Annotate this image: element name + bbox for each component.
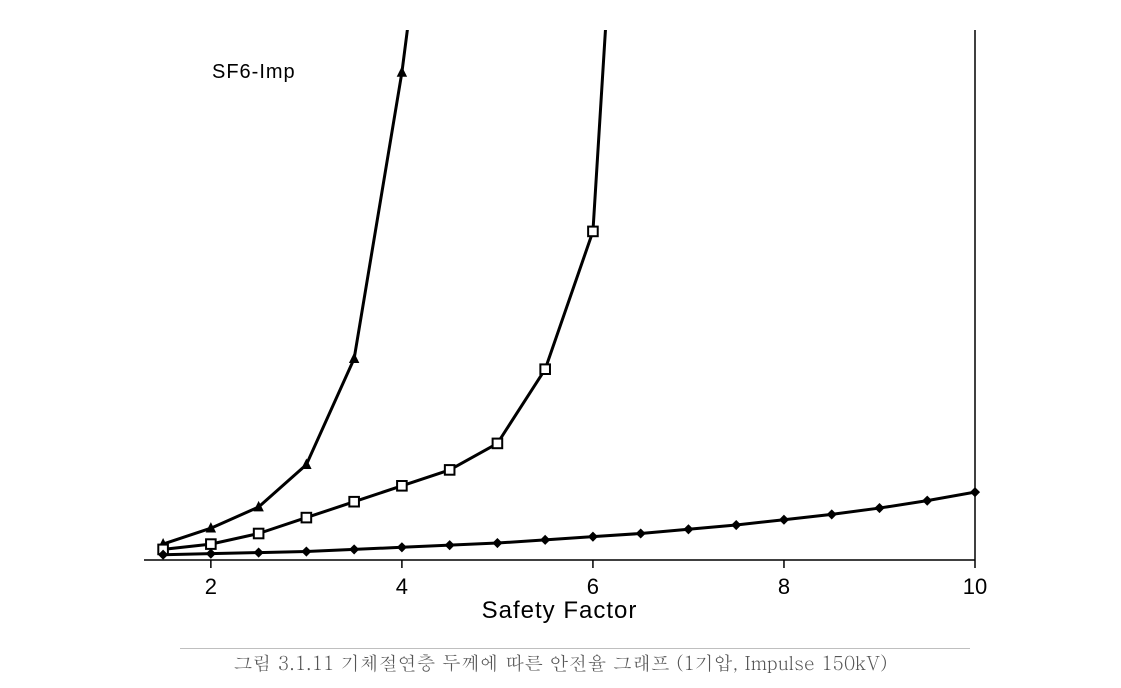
marker-square [349, 497, 359, 507]
marker-square [588, 227, 598, 237]
marker-square [493, 439, 503, 449]
marker-square [445, 465, 455, 475]
x-tick-label: 4 [396, 574, 408, 599]
x-tick-label: 2 [205, 574, 217, 599]
marker-square [254, 529, 264, 539]
chart-container: 2 4 6 8 10 Safety Factor SF6-Imp 그림 3.1.11 기체절… [0, 0, 1121, 688]
x-axis-label: Safety Factor [482, 597, 638, 624]
marker-square [302, 513, 312, 523]
marker-square [540, 364, 550, 374]
marker-square [397, 481, 407, 491]
line-chart: 2 4 6 8 10 Safety Factor SF6-Imp [0, 0, 1121, 688]
marker-square [206, 539, 216, 549]
x-tick-label: 8 [778, 574, 790, 599]
x-tick-label: 10 [963, 574, 987, 599]
legend-label: SF6-Imp [212, 61, 296, 83]
figure-caption: 그림 3.1.11 기체절연층 두께에 따른 안전율 그래프 (1기압, Imp… [0, 649, 1121, 676]
x-tick-label: 6 [587, 574, 599, 599]
